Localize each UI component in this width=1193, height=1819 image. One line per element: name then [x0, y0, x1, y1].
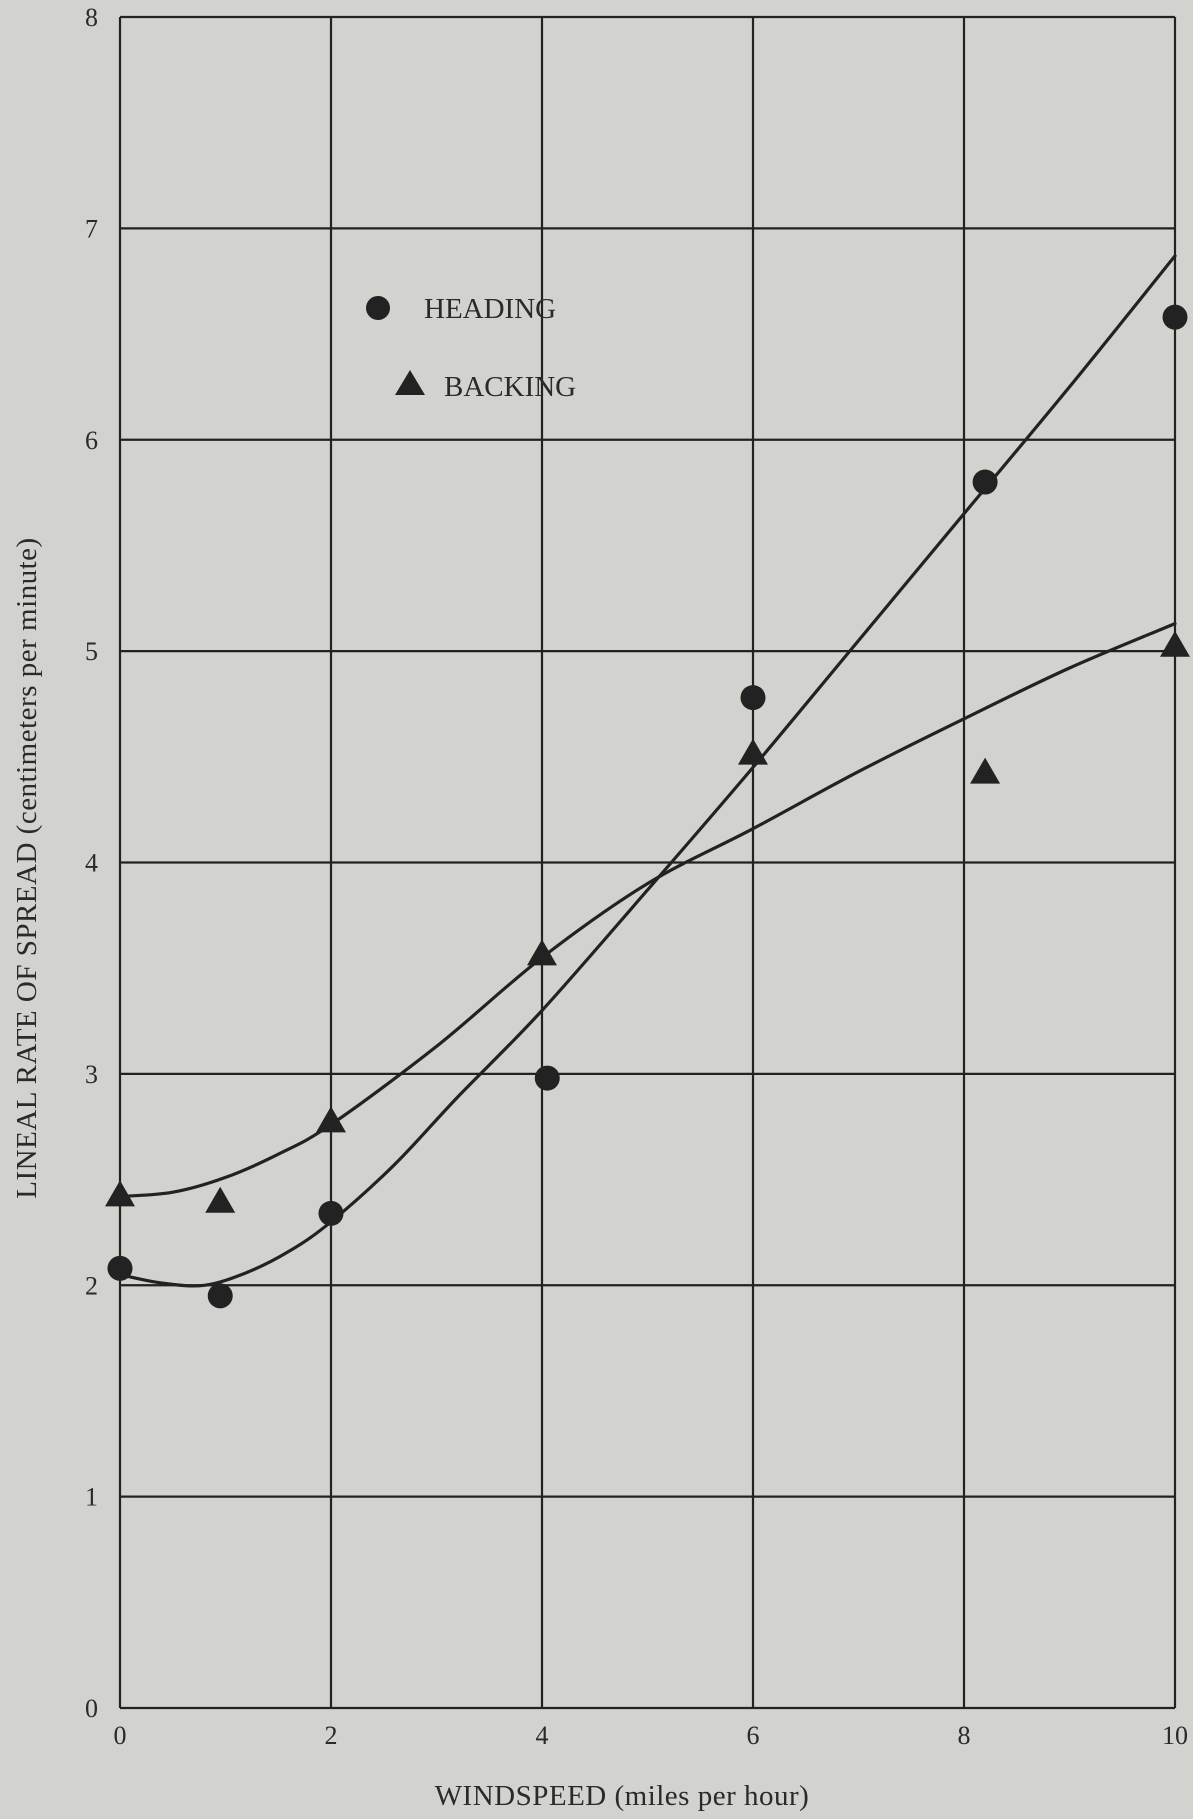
- heading-point-3: [534, 1065, 560, 1091]
- heading-point-4: [740, 685, 766, 711]
- x-tick-label-3: 6: [747, 1721, 760, 1750]
- fit-curve-heading: [118, 254, 1177, 1288]
- y-tick-label-0: 0: [85, 1694, 98, 1723]
- legend-backing-label: BACKING: [444, 371, 576, 403]
- backing-point-2: [316, 1106, 346, 1133]
- heading-point-5: [972, 469, 998, 495]
- y-tick-label-6: 6: [85, 426, 98, 455]
- y-tick-label-7: 7: [85, 214, 98, 243]
- backing-point-4: [738, 738, 768, 765]
- x-tick-label-0: 0: [114, 1721, 127, 1750]
- x-tick-label-1: 2: [325, 1721, 338, 1750]
- backing-point-1: [205, 1186, 236, 1213]
- x-axis-title: WINDSPEED (miles per hour): [435, 1780, 810, 1812]
- backing-point-3: [527, 939, 557, 966]
- backing-point-6: [1160, 630, 1190, 657]
- y-tick-label-2: 2: [85, 1271, 98, 1300]
- y-tick-label-8: 8: [85, 3, 98, 32]
- legend-heading-label: HEADING: [424, 293, 556, 325]
- x-tick-label-5: 10: [1162, 1721, 1188, 1750]
- y-axis-title: LINEAL RATE OF SPREAD (centimeters per m…: [11, 537, 43, 1198]
- y-tick-label-4: 4: [85, 849, 98, 878]
- backing-point-0: [105, 1180, 135, 1207]
- x-tick-label-2: 4: [536, 1721, 549, 1750]
- grid: [118, 15, 1177, 1710]
- heading-point-6: [1162, 304, 1188, 330]
- y-tick-label-1: 1: [85, 1483, 98, 1512]
- backing-point-5: [970, 757, 1001, 784]
- heading-point-0: [107, 1255, 133, 1281]
- heading-point-2: [318, 1200, 344, 1226]
- heading-point-1: [207, 1283, 233, 1309]
- legend-heading-marker: [366, 296, 390, 320]
- fit-curve-backing: [118, 622, 1177, 1199]
- x-tick-label-4: 8: [958, 1721, 971, 1750]
- tick-labels: 0 2 4 6 8 10 0 1 2 3 4 5 6 7 8: [85, 3, 1188, 1750]
- y-tick-label-5: 5: [85, 637, 98, 666]
- fit-curves: [118, 254, 1177, 1288]
- legend-backing-marker: [395, 370, 425, 395]
- y-tick-label-3: 3: [85, 1060, 98, 1089]
- legend: HEADING BACKING: [366, 293, 576, 403]
- data-markers: [105, 304, 1190, 1309]
